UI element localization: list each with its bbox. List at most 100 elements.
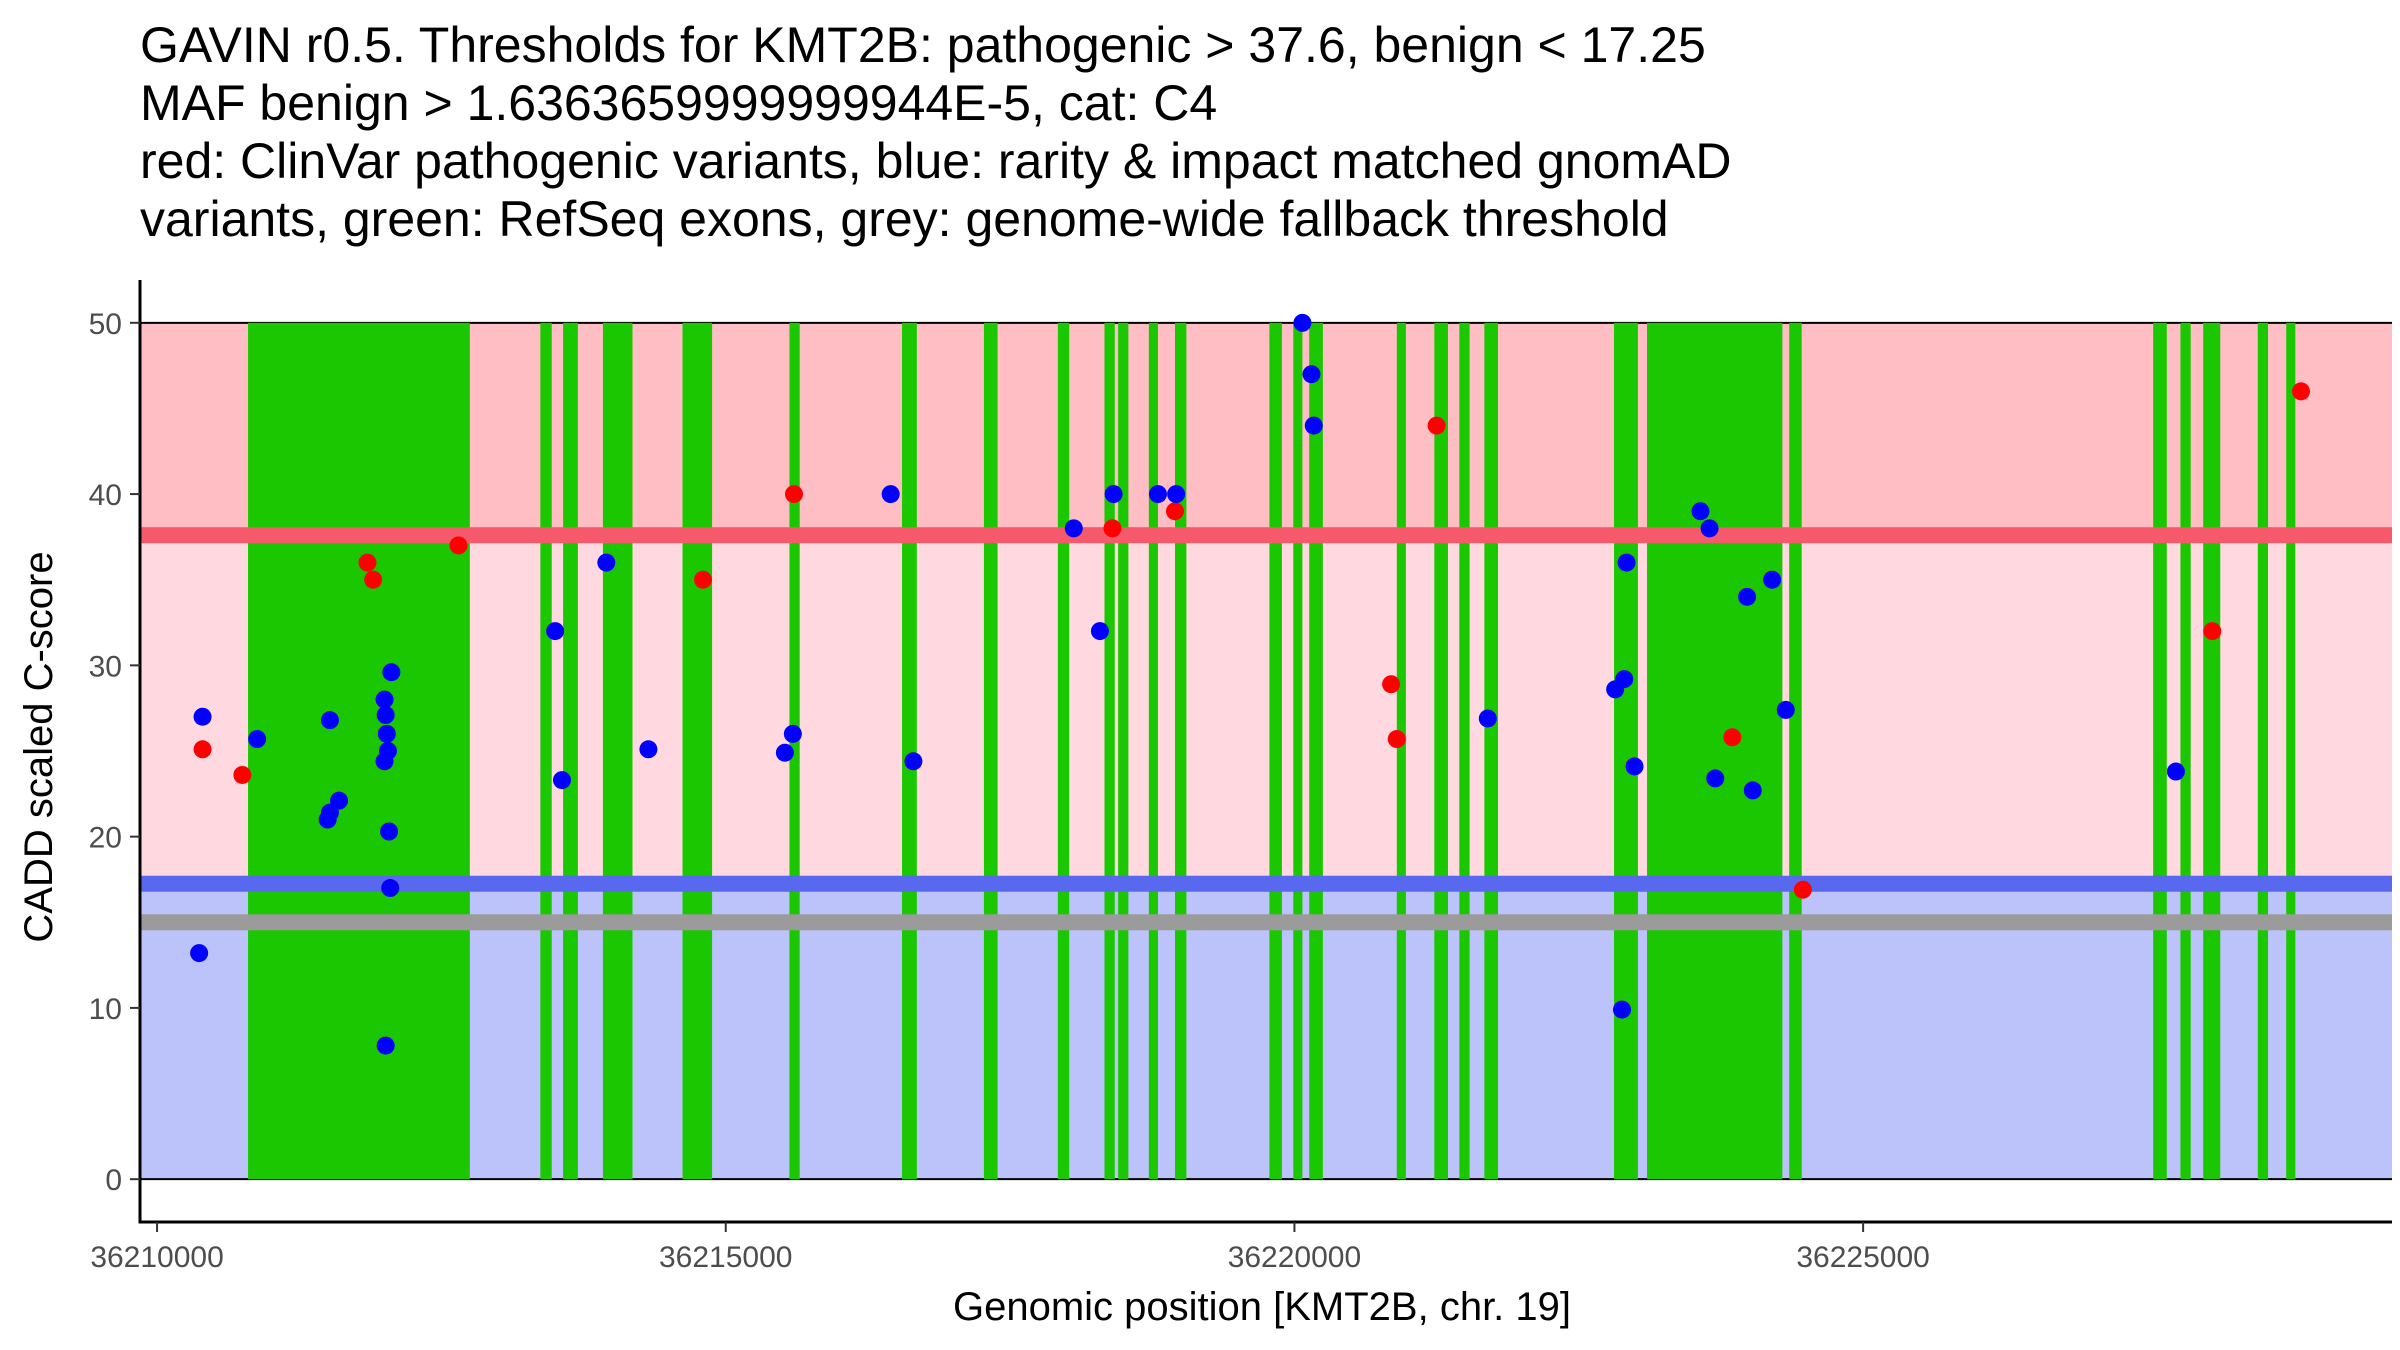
clinvar-variant-point — [2292, 382, 2311, 401]
exon-bar — [2180, 322, 2191, 1180]
gnomad-variant-point — [1167, 485, 1186, 504]
gnomad-variant-point — [1104, 485, 1123, 504]
exon-bar — [1484, 322, 1499, 1180]
y-tick-label: 30 — [89, 650, 122, 683]
y-tick-label: 10 — [89, 993, 122, 1026]
gnomad-variant-point — [783, 724, 802, 743]
chart-title-line-1: GAVIN r0.5. Thresholds for KMT2B: pathog… — [140, 17, 1706, 73]
clinvar-variant-point — [2203, 622, 2222, 641]
threshold-line-benign-threshold — [140, 875, 2392, 892]
gnomad-variant-point — [1090, 622, 1109, 641]
zone-uncertain-zone — [140, 535, 2392, 884]
y-tick-label: 20 — [89, 822, 122, 855]
exon-bar — [1175, 322, 1187, 1180]
exon-bar — [1396, 322, 1406, 1180]
exon-bar — [1104, 322, 1115, 1180]
gnomad-variant-point — [2166, 762, 2185, 781]
y-tick-label: 50 — [89, 308, 122, 341]
exon-bar — [789, 322, 800, 1180]
gnomad-variant-point — [1700, 519, 1719, 538]
clinvar-variant-point — [193, 740, 212, 759]
gnomad-variant-point — [380, 822, 399, 841]
zone-benign-zone — [140, 883, 2392, 1180]
clinvar-variant-point — [358, 553, 377, 572]
gnomad-variant-point — [1743, 781, 1762, 800]
chart-title: GAVIN r0.5. Thresholds for KMT2B: pathog… — [140, 16, 1731, 248]
exon-bar — [1434, 322, 1448, 1180]
exon-bar — [1057, 322, 1070, 1180]
exon-bar — [2286, 322, 2296, 1180]
exon-bar — [563, 322, 578, 1180]
exon-bar — [1148, 322, 1158, 1180]
gnomad-variant-point — [1763, 570, 1782, 589]
gnomad-variant-point — [1302, 365, 1321, 384]
gnomad-variant-point — [1148, 485, 1167, 504]
exon-bar — [1614, 322, 1638, 1180]
zone-pathogenic-zone — [140, 322, 2392, 536]
clinvar-variant-point — [364, 570, 383, 589]
x-tick-label: 36210000 — [90, 1241, 223, 1274]
gnomad-variant-point — [1738, 587, 1757, 606]
gnomad-variant-point — [881, 485, 900, 504]
x-axis-label: Genomic position [KMT2B, chr. 19] — [953, 1285, 1571, 1329]
gnomad-variant-point — [330, 791, 349, 810]
gnomad-variant-point — [639, 740, 658, 759]
exon-bar — [2203, 322, 2221, 1180]
gnomad-variant-point — [546, 622, 565, 641]
gnomad-variant-point — [1617, 553, 1636, 572]
gnomad-variant-point — [552, 771, 571, 790]
exon-bar — [2257, 322, 2269, 1180]
threshold-lines — [140, 527, 2392, 931]
gnomad-variant-point — [376, 1036, 395, 1055]
gnomad-variant-point — [320, 711, 339, 730]
gnomad-variant-point — [1612, 1000, 1631, 1019]
gnomad-variant-point — [1706, 769, 1725, 788]
exon-bar — [1459, 322, 1470, 1180]
exon-bar — [540, 322, 552, 1180]
gnomad-variant-point — [248, 730, 267, 749]
clinvar-variant-point — [449, 536, 468, 555]
gnomad-variant-point — [1691, 502, 1710, 521]
gnomad-variant-point — [1615, 670, 1634, 689]
gnomad-variant-point — [193, 707, 212, 726]
gnomad-variant-point — [1304, 416, 1323, 435]
exon-bar — [248, 322, 470, 1180]
y-tick-label: 40 — [89, 479, 122, 512]
gnomad-variant-point — [1625, 757, 1644, 776]
exon-bar — [983, 322, 998, 1180]
gnomad-variant-point — [318, 810, 337, 829]
gnomad-variant-point — [1478, 709, 1497, 728]
axes: 0 10 20 30 40 50 36210000 36215000 36220000 36225… — [89, 280, 2392, 1274]
chart-title-line-4: variants, green: RefSeq exons, grey: gen… — [140, 191, 1669, 247]
gnomad-variant-point — [377, 724, 396, 743]
exon-bar — [1789, 322, 1802, 1180]
variant-points — [190, 313, 2311, 1055]
clinvar-variant-point — [1166, 502, 1185, 521]
gnomad-variant-point — [381, 879, 400, 898]
x-tick-label: 36220000 — [1228, 1241, 1361, 1274]
exon-bar — [902, 322, 917, 1180]
clinvar-variant-point — [1793, 880, 1812, 899]
gnomad-variant-point — [375, 752, 394, 771]
gnomad-variant-point — [1776, 700, 1795, 719]
clinvar-variant-point — [1723, 728, 1742, 747]
chart-title-line-3: red: ClinVar pathogenic variants, blue: … — [140, 133, 1732, 189]
exon-bar — [682, 322, 713, 1180]
clinvar-variant-point — [233, 765, 252, 784]
gnomad-variant-point — [1293, 313, 1312, 332]
gnomad-variant-point — [376, 706, 395, 725]
clinvar-variant-point — [1103, 519, 1122, 538]
exon-bar — [1647, 322, 1783, 1180]
exon-bar — [1118, 322, 1129, 1180]
gnomad-variant-point — [597, 553, 616, 572]
clinvar-variant-point — [694, 570, 712, 589]
gnomad-variant-point — [190, 944, 209, 963]
chart-title-line-2: MAF benign > 1.6363659999999944E-5, cat:… — [140, 75, 1218, 131]
x-tick-label: 36225000 — [1796, 1241, 1929, 1274]
clinvar-variant-point — [1427, 416, 1446, 435]
x-tick-label: 36215000 — [659, 1241, 792, 1274]
gnomad-variant-point — [1064, 519, 1083, 538]
y-tick-label: 0 — [105, 1164, 122, 1197]
y-axis-label: CADD scaled C-score — [17, 551, 61, 942]
